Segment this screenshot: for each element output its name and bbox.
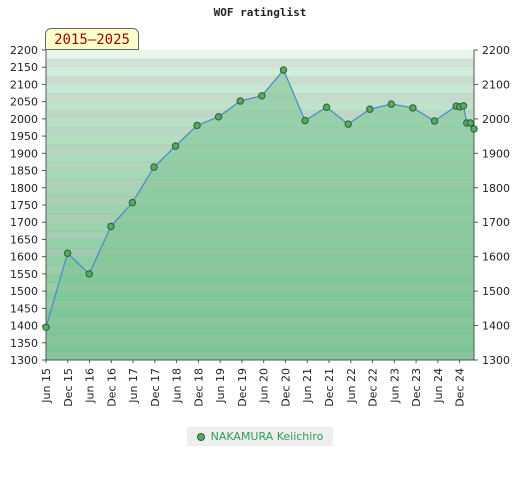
data-point <box>466 119 475 127</box>
x-tick-label: Jun 17 <box>127 368 140 404</box>
x-tick-label: Jun 21 <box>301 368 314 404</box>
y-tick-label: 1500 <box>10 285 38 298</box>
x-axis: Jun 15 Dec 15 Jun 16 Dec 16 Jun 17 Dec 17 Jun … <box>40 359 474 407</box>
legend: NAKAMURA Keiichiro <box>187 427 333 446</box>
background-band <box>46 67 474 77</box>
data-point <box>63 249 72 257</box>
y-tick-label: 1750 <box>10 199 38 212</box>
x-tick-label: Dec 24 <box>454 368 467 407</box>
x-tick-label: Jun 15 <box>40 368 53 404</box>
y-tick-label: 1800 <box>10 182 38 195</box>
data-point <box>279 66 288 74</box>
x-tick-label: Jun 23 <box>388 368 401 404</box>
x-tick-label: Dec 16 <box>105 368 118 407</box>
y-tick-label: 1300 <box>10 354 38 367</box>
data-point <box>322 103 331 111</box>
data-points <box>42 66 478 331</box>
data-point <box>193 121 201 130</box>
y-tick-label: 1350 <box>10 337 38 350</box>
y-tick-label: 1700 <box>10 216 38 229</box>
y-tick-label: 1850 <box>10 165 38 178</box>
data-point <box>214 113 223 121</box>
y-axis-right: 1300 1400 1500 1600 1700 1800 1900 2000 2100 2200 <box>473 44 510 367</box>
data-point <box>150 163 158 171</box>
x-tick-label: Dec 22 <box>367 368 380 407</box>
y-tick-label-right: 1600 <box>482 251 510 264</box>
data-point <box>128 198 137 207</box>
x-tick-label: Jun 24 <box>432 368 445 404</box>
x-tick-label: Dec 20 <box>279 368 292 407</box>
y-tick-label-right: 2100 <box>482 78 510 91</box>
y-tick-label-right: 1700 <box>482 216 510 229</box>
data-point <box>236 97 245 105</box>
x-tick-label: Dec 17 <box>149 368 162 407</box>
y-tick-label: 1550 <box>10 268 38 281</box>
legend-marker-icon <box>196 432 205 441</box>
y-tick-label: 2150 <box>10 61 38 74</box>
y-tick-label-right: 1400 <box>482 320 510 333</box>
chart-title: WOF ratinglist <box>213 6 307 19</box>
x-tick-label: Dec 19 <box>236 368 249 407</box>
data-point <box>301 116 309 125</box>
y-tick-label: 1900 <box>10 147 38 160</box>
y-axis-left: 1300 1350 1400 1450 1500 1550 1600 1650 1700 1750… <box>10 44 47 367</box>
data-point <box>366 105 374 113</box>
x-tick-label: Dec 18 <box>192 368 205 407</box>
y-tick-label: 1400 <box>10 320 38 333</box>
x-tick-label: Dec 21 <box>323 368 336 407</box>
data-point <box>459 102 468 110</box>
background-band <box>46 58 474 68</box>
series-area-fill <box>46 70 474 360</box>
period-tab[interactable]: 2015–2025 <box>45 28 139 50</box>
x-tick-label: Jun 20 <box>258 368 271 404</box>
y-tick-label: 1600 <box>10 251 38 264</box>
x-tick-label: Jun 18 <box>171 368 184 404</box>
y-tick-label: 2000 <box>10 113 38 126</box>
y-tick-label-right: 1900 <box>482 147 510 160</box>
y-tick-label: 2050 <box>10 96 38 109</box>
background-band <box>46 50 474 60</box>
x-tick-label: Jun 16 <box>84 368 97 404</box>
data-point <box>344 120 352 128</box>
legend-label: NAKAMURA Keiichiro <box>210 430 324 443</box>
y-tick-label: 1450 <box>10 302 38 315</box>
data-point <box>85 270 93 278</box>
y-tick-label-right: 1300 <box>482 354 510 367</box>
x-tick-label: Jun 19 <box>214 368 227 404</box>
data-point <box>409 104 417 112</box>
x-tick-label: Jun 22 <box>345 368 358 404</box>
x-tick-label: Dec 23 <box>410 368 423 407</box>
y-tick-label-right: 2200 <box>482 44 510 57</box>
y-tick-label: 1650 <box>10 233 38 246</box>
y-tick-label: 2100 <box>10 78 38 91</box>
data-point <box>387 100 395 108</box>
data-point <box>470 125 478 133</box>
data-point <box>258 92 266 100</box>
background-band <box>46 84 474 94</box>
y-tick-label: 2200 <box>10 44 38 57</box>
data-point <box>430 117 439 125</box>
y-tick-label-right: 1500 <box>482 285 510 298</box>
data-point <box>171 142 180 150</box>
background-band <box>46 75 474 85</box>
y-tick-label-right: 2000 <box>482 113 510 126</box>
x-tick-label: Dec 15 <box>62 368 75 407</box>
y-tick-label-right: 1800 <box>482 182 510 195</box>
data-point <box>107 222 115 231</box>
y-tick-label: 1950 <box>10 130 38 143</box>
data-point <box>42 323 50 331</box>
